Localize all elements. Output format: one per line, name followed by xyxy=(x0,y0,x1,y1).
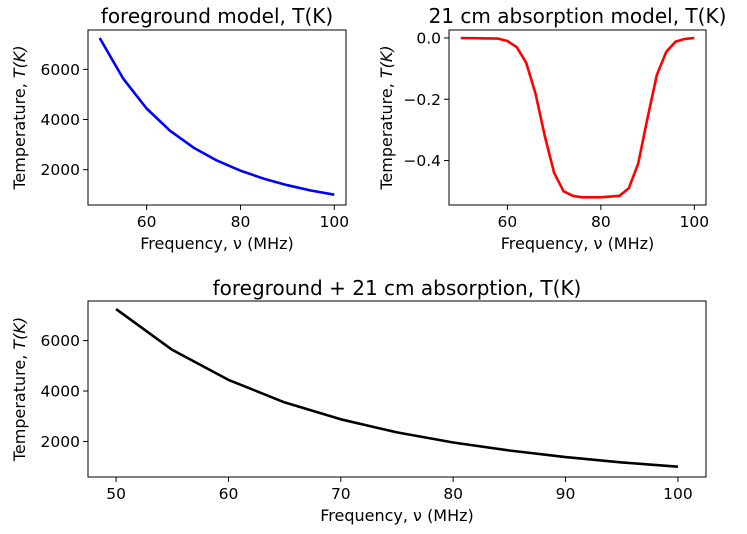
y-tick-label: 0.0 xyxy=(416,29,441,47)
y-tick-label: 6000 xyxy=(41,332,80,350)
series-line xyxy=(115,308,678,468)
axes-frame xyxy=(87,29,347,206)
x-tick-label: 50 xyxy=(106,485,126,503)
y-axis-label: Temperature, T(K) xyxy=(10,317,29,462)
y-tick-label: 4000 xyxy=(41,383,80,401)
series-line xyxy=(98,37,335,196)
y-axis-label: Temperature, T(K) xyxy=(10,45,29,190)
x-axis-label: Frequency, ν (MHz) xyxy=(140,234,294,253)
y-tick-label: 6000 xyxy=(41,61,80,79)
y-axis-label: Temperature, T(K) xyxy=(377,45,396,190)
y-tick-label: −0.2 xyxy=(403,91,441,109)
x-tick-label: 90 xyxy=(556,485,576,503)
x-tick-label: 100 xyxy=(663,485,693,503)
chart-title: 21 cm absorption model, T(K) xyxy=(429,4,727,28)
x-tick-label: 80 xyxy=(231,213,251,231)
subplot-3: foreground + 21 cm absorption, T(K) 50 60 7… xyxy=(10,276,707,525)
subplot-2: 21 cm absorption model, T(K) 60 80 100 0.0 −0… xyxy=(377,4,726,253)
x-tick-label: 80 xyxy=(591,213,611,231)
y-tick-label: −0.4 xyxy=(403,152,441,170)
x-tick-label: 60 xyxy=(498,213,518,231)
y-tick-label: 2000 xyxy=(41,161,80,179)
axes-frame xyxy=(448,29,707,206)
x-tick-label: 100 xyxy=(680,213,710,231)
subplot-1: foreground model, T(K) 60 80 100 2000 4000 600… xyxy=(10,4,349,253)
x-tick-label: 60 xyxy=(137,213,157,231)
x-axis-label: Frequency, ν (MHz) xyxy=(501,234,655,253)
x-tick-label: 70 xyxy=(331,485,351,503)
y-tick-label: 4000 xyxy=(41,111,80,129)
x-axis-label: Frequency, ν (MHz) xyxy=(320,506,474,525)
x-tick-label: 60 xyxy=(219,485,239,503)
axes-frame xyxy=(87,300,707,478)
x-tick-label: 80 xyxy=(443,485,463,503)
chart-title: foreground + 21 cm absorption, T(K) xyxy=(213,276,582,300)
chart-title: foreground model, T(K) xyxy=(101,4,333,28)
y-tick-label: 2000 xyxy=(41,433,80,451)
series-line xyxy=(460,36,695,199)
x-tick-label: 100 xyxy=(319,213,349,231)
